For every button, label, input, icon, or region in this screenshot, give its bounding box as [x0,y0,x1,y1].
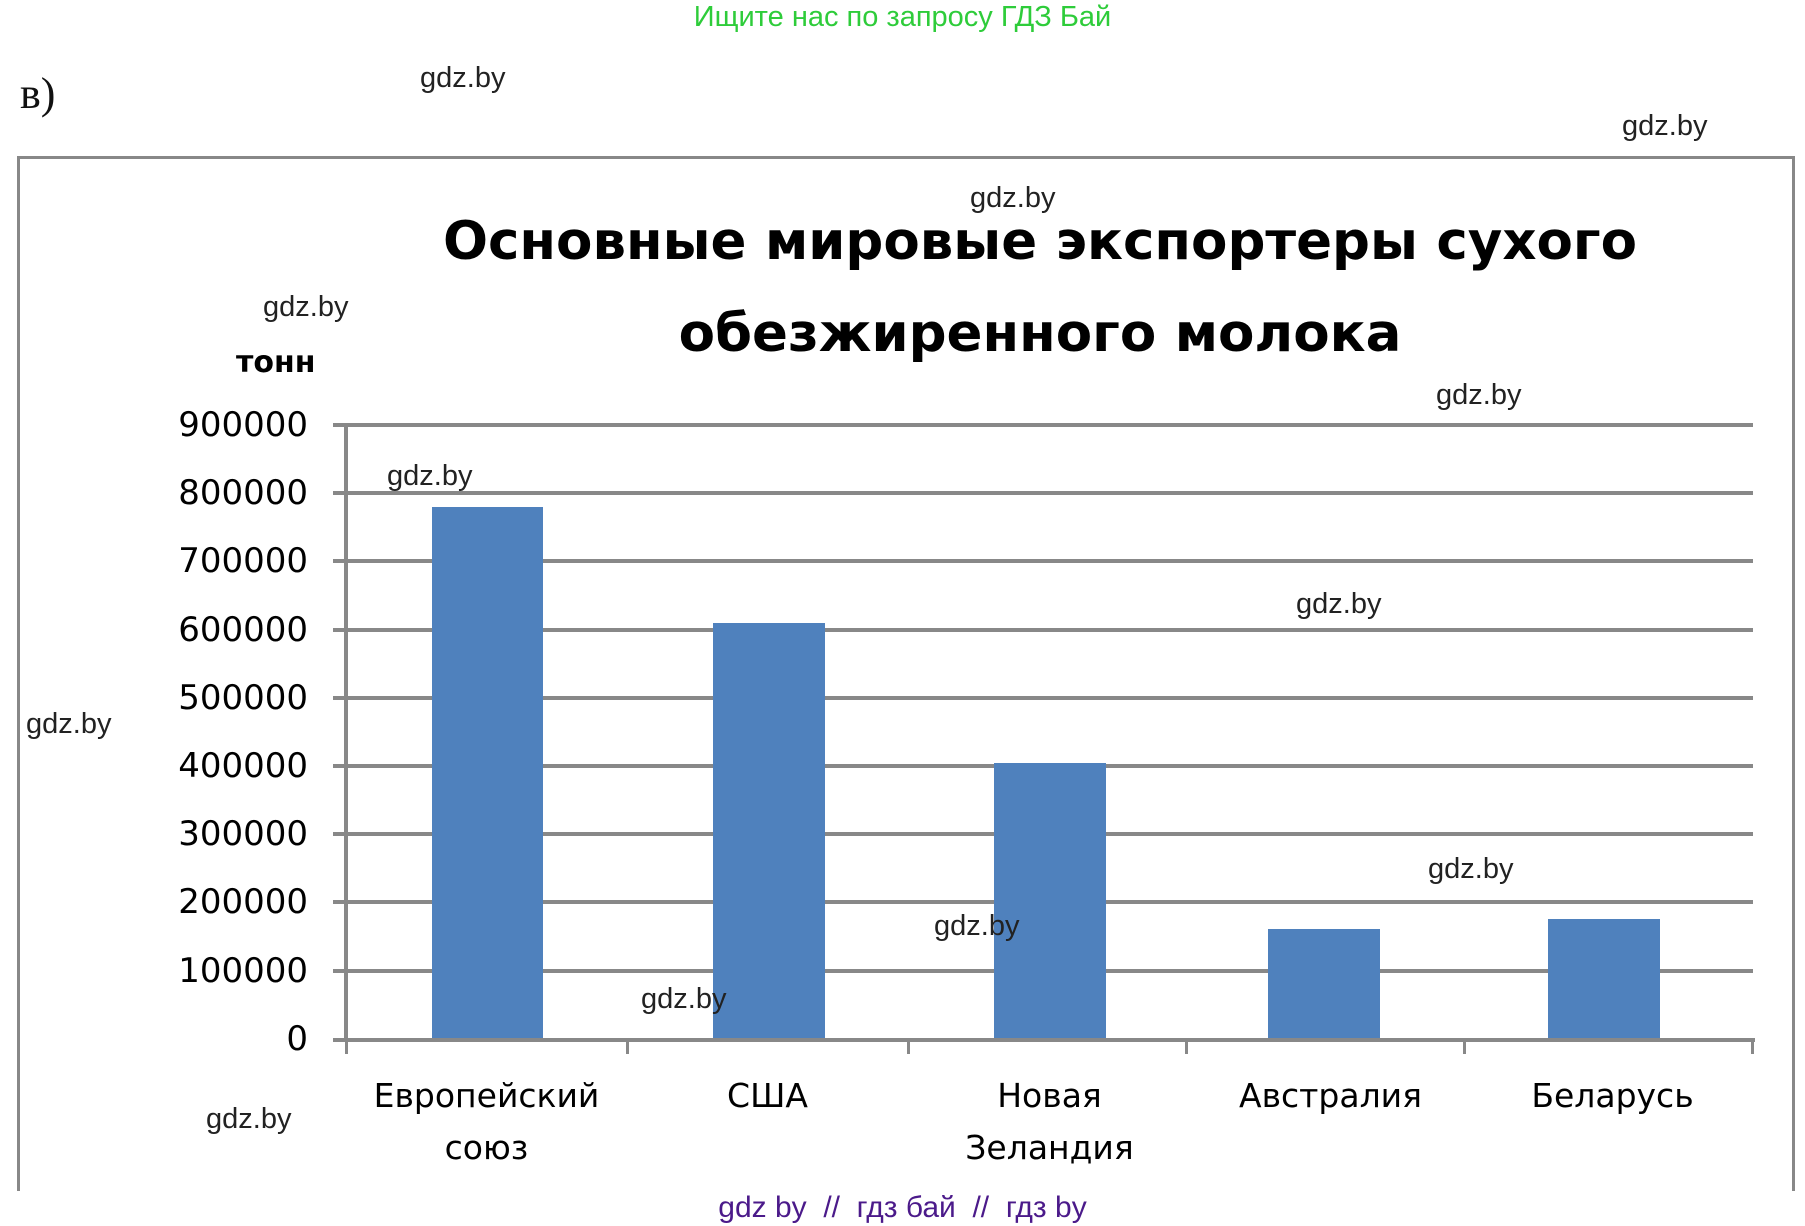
gridline [333,423,1753,427]
x-label-new-zealand: Новая Зеландия [909,1070,1190,1174]
chart-title-line-2: обезжиренного молока [678,303,1402,364]
y-axis [344,423,348,1040]
x-tick [907,1040,910,1054]
watermark: gdz.by [970,182,1056,214]
x-tick [1463,1040,1466,1054]
bar-new-zealand [994,763,1106,1040]
watermark: gdz.by [420,62,506,94]
watermark: gdz.by [641,983,727,1015]
footer-watermark: gdz by // гдз бай // гдз by [718,1191,1087,1224]
gridline [333,628,1753,632]
gridline [333,559,1753,563]
y-tick-label: 200000 [178,882,308,922]
y-tick-label: 400000 [178,746,308,786]
task-label: в) [20,69,56,118]
y-tick-label: 0 [286,1019,308,1059]
watermark: gdz.by [934,910,1020,942]
bar-australia [1268,929,1380,1040]
x-axis [333,1038,1755,1042]
y-tick-label: 100000 [178,951,308,991]
watermark: gdz.by [26,708,112,740]
x-label-line: Зеландия [965,1128,1134,1167]
y-tick-label: 300000 [178,814,308,854]
x-tick [1185,1040,1188,1054]
x-label-european-union: Европейский союз [346,1070,627,1174]
y-tick-label: 600000 [178,610,308,650]
bar-european-union [432,507,543,1040]
chart-title-line-1: Основные мировые экспортеры сухого [442,211,1638,272]
x-label-line: Новая [997,1076,1102,1115]
y-tick-label: 800000 [178,473,308,513]
search-hint-banner: Ищите нас по запросу ГДЗ Бай [693,1,1112,33]
x-label-usa: США [627,1070,908,1122]
watermark: gdz.by [263,291,349,323]
y-tick-label: 900000 [178,405,308,445]
bar-belarus [1548,919,1660,1040]
gridline [333,491,1753,495]
gridline [333,696,1753,700]
watermark: gdz.by [387,460,473,492]
x-tick [345,1040,348,1054]
watermark: gdz.by [1296,588,1382,620]
x-label-belarus: Беларусь [1472,1070,1753,1122]
watermark: gdz.by [206,1103,292,1135]
chart-frame [17,156,1795,1191]
watermark: gdz.by [1428,853,1514,885]
y-tick-label: 700000 [178,541,308,581]
x-tick [1751,1040,1754,1054]
y-tick-label: 500000 [178,678,308,718]
x-label-australia: Австралия [1190,1070,1471,1122]
y-axis-unit-label: тонн [236,345,316,380]
bar-usa [713,623,825,1040]
x-tick [626,1040,629,1054]
x-label-line: Европейский [373,1076,600,1115]
x-label-line: Австралия [1239,1076,1422,1115]
x-label-line: США [727,1076,808,1115]
watermark: gdz.by [1436,379,1522,411]
chart-title: Основные мировые экспортеры сухого обезж… [300,196,1780,380]
x-label-line: союз [444,1128,529,1167]
watermark: gdz.by [1622,110,1708,142]
x-label-line: Беларусь [1531,1076,1694,1115]
